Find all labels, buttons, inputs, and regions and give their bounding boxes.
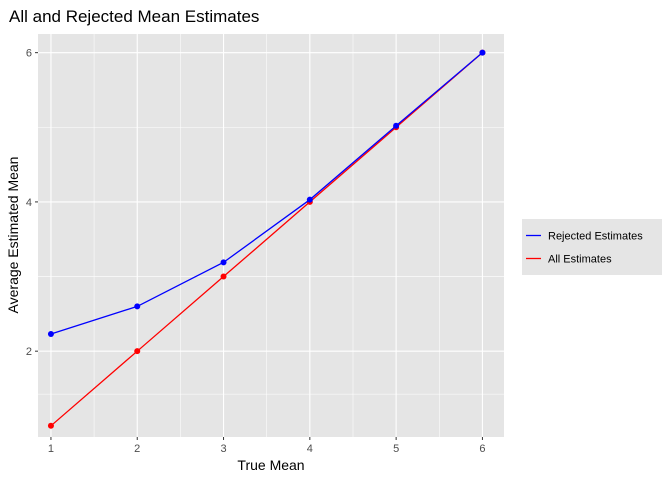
series-0	[47, 49, 486, 338]
data-point	[479, 49, 486, 56]
series-line	[50, 52, 483, 427]
y-tick-label: 2	[26, 346, 32, 358]
y-axis-ticks: 2 4 6	[26, 48, 38, 358]
data-point	[306, 196, 313, 203]
x-tick-label: 3	[220, 443, 226, 455]
grid-layer	[38, 34, 504, 437]
x-axis-ticks: 1 2 3 4 5 6	[48, 437, 485, 455]
legend: Rejected Estimates All Estimates	[522, 219, 662, 275]
data-point	[393, 122, 400, 129]
y-tick-label: 4	[26, 197, 32, 209]
x-tick-label: 6	[479, 443, 485, 455]
legend-label: All Estimates	[548, 254, 612, 266]
data-point	[47, 331, 54, 338]
x-tick-label: 4	[307, 443, 313, 455]
series-layer	[47, 49, 486, 429]
y-tick-label: 6	[26, 48, 32, 60]
legend-label: Rejected Estimates	[548, 231, 643, 243]
data-point	[47, 422, 54, 429]
legend-background	[522, 219, 662, 275]
data-point	[134, 348, 141, 355]
chart-title: All and Rejected Mean Estimates	[9, 7, 259, 26]
x-tick-label: 5	[393, 443, 399, 455]
data-point	[220, 273, 227, 280]
series-line	[50, 52, 483, 335]
x-tick-label: 2	[134, 443, 140, 455]
data-point	[134, 303, 141, 310]
x-axis-title: True Mean	[237, 457, 304, 473]
data-point	[220, 259, 227, 266]
x-tick-label: 1	[48, 443, 54, 455]
y-axis-title: Average Estimated Mean	[5, 157, 21, 314]
